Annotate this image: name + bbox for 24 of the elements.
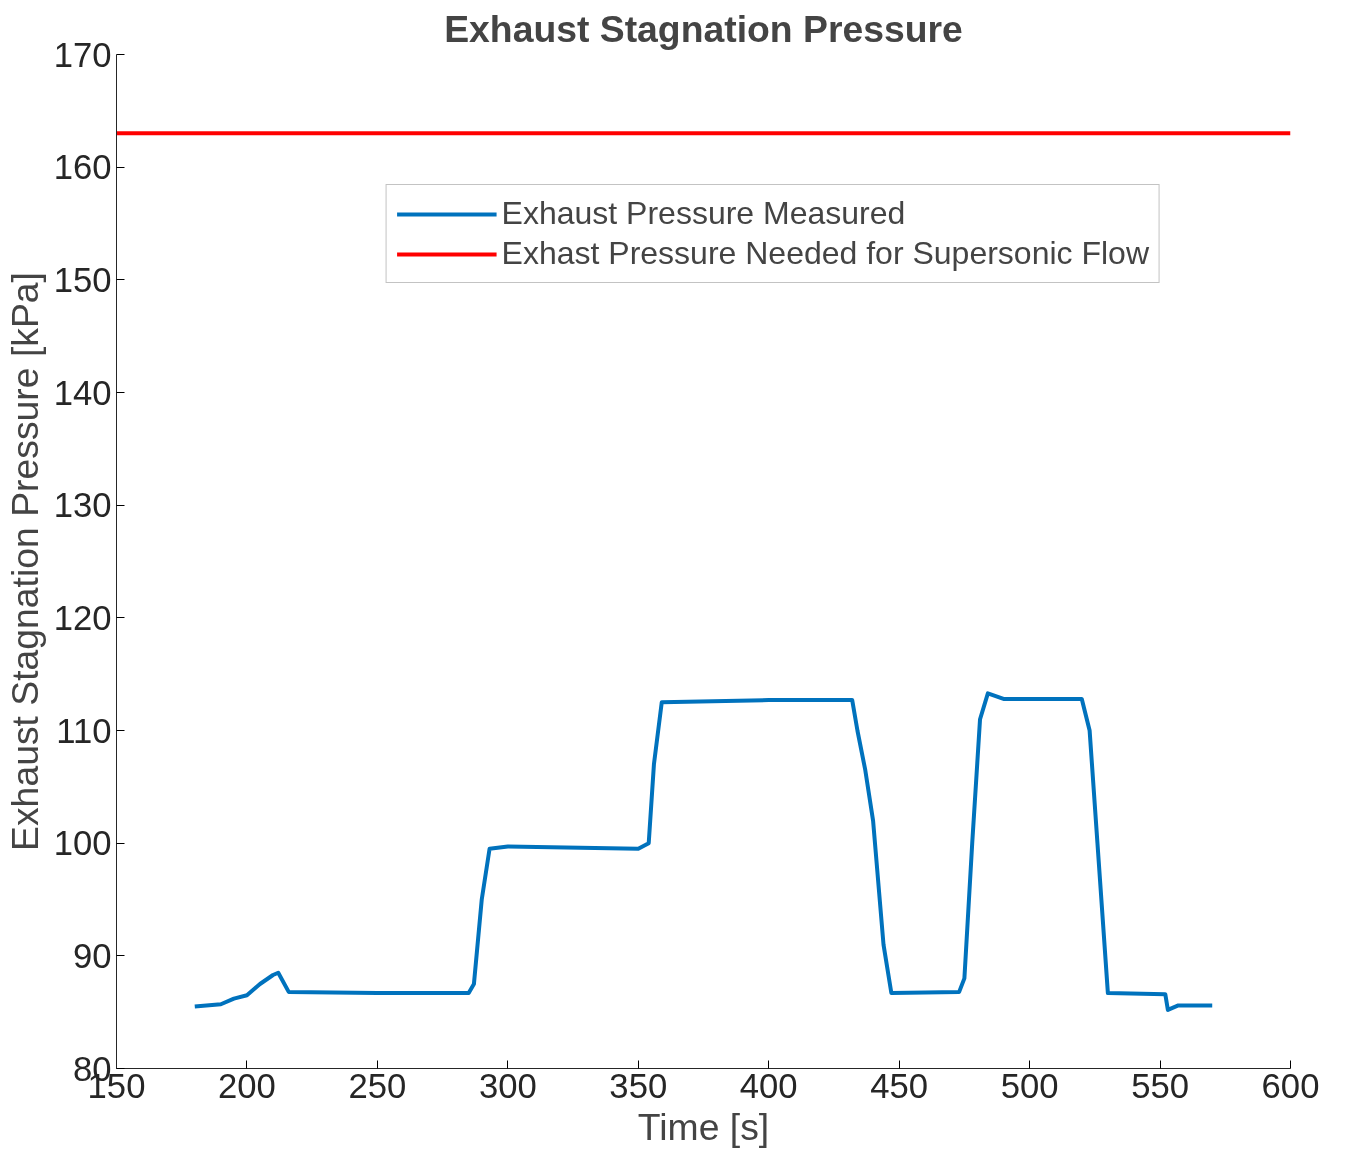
y-tick-label: 110 bbox=[56, 711, 112, 750]
y-tick-label: 100 bbox=[53, 824, 112, 863]
x-tick-label: 550 bbox=[1131, 1066, 1189, 1105]
chart-title: Exhaust Stagnation Pressure bbox=[444, 7, 963, 50]
x-tick-label: 250 bbox=[348, 1066, 407, 1105]
y-tick-label: 120 bbox=[53, 598, 112, 637]
y-tick-label: 150 bbox=[53, 260, 112, 299]
x-tick-label: 500 bbox=[1000, 1066, 1059, 1105]
y-tick-label: 130 bbox=[53, 486, 112, 525]
y-tick-label: 90 bbox=[72, 936, 112, 975]
x-tick-label: 300 bbox=[478, 1066, 537, 1105]
legend-label: Exhast Pressure Needed for Supersonic Flow bbox=[501, 235, 1149, 272]
y-axis-title: Exhaust Stagnation Pressure [kPa] bbox=[3, 272, 46, 851]
x-tick-label: 600 bbox=[1261, 1066, 1320, 1105]
x-tick-label: 400 bbox=[739, 1066, 798, 1105]
x-axis-title: Time [s] bbox=[637, 1105, 770, 1148]
y-tick-label: 170 bbox=[53, 35, 112, 74]
y-tick-label: 140 bbox=[53, 373, 112, 412]
line-series bbox=[192, 691, 1215, 1012]
x-tick-label: 350 bbox=[609, 1066, 668, 1105]
x-tick-label: 200 bbox=[218, 1066, 276, 1105]
y-tick-label: 160 bbox=[53, 148, 112, 187]
legend-label: Exhaust Pressure Measured bbox=[501, 195, 906, 232]
x-tick-label: 450 bbox=[870, 1066, 929, 1105]
